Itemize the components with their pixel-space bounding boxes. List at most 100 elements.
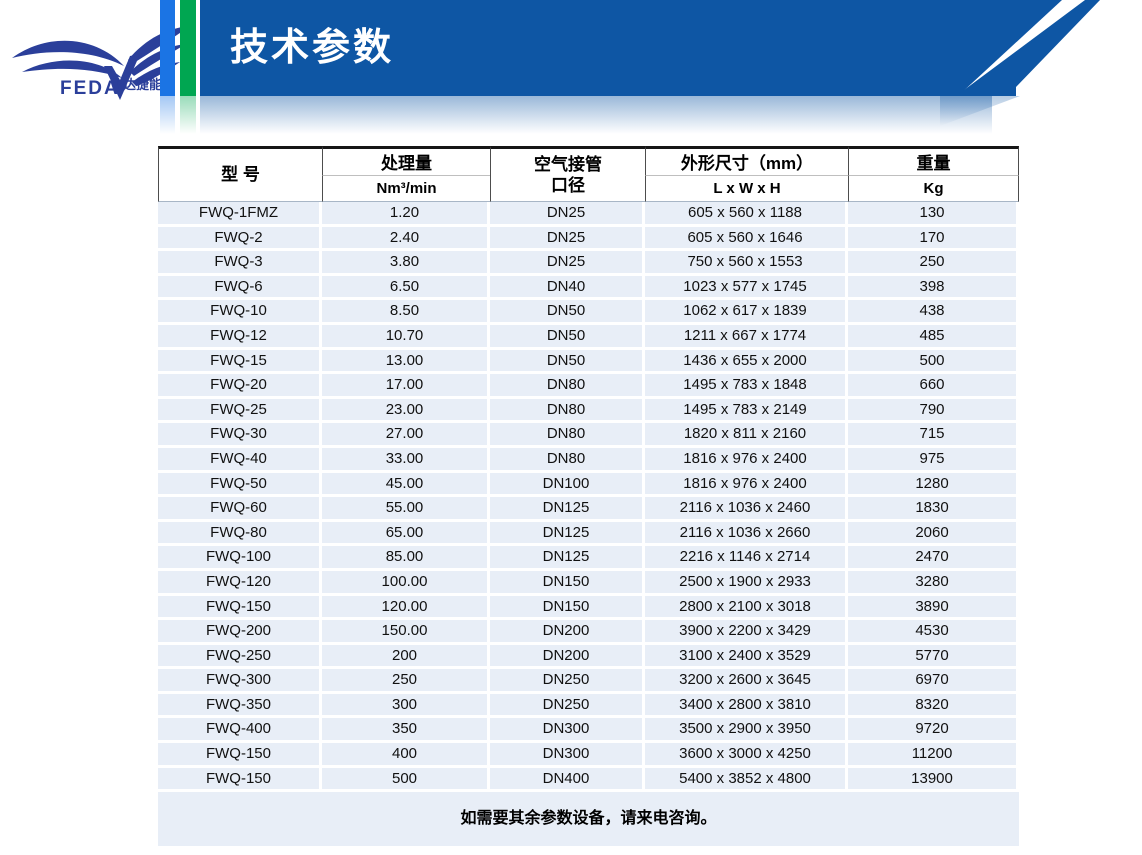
cell-weight: 2470: [848, 546, 1019, 571]
table-row: FWQ-120 100.00 DN150 2500 x 1900 x 2933 3280: [158, 570, 1019, 596]
cell-weight: 13900: [848, 767, 1019, 793]
cell-capacity: 1.20: [322, 202, 490, 227]
cell-weight: 9720: [848, 718, 1019, 744]
note-row: 如需要其余参数设备，请来电咨询。: [158, 792, 1019, 847]
cell-pipe: DN200: [490, 620, 645, 645]
cell-capacity: 8.50: [322, 300, 490, 325]
cell-pipe: DN250: [490, 693, 645, 719]
cell-pipe: DN300: [490, 718, 645, 744]
table-row: FWQ-200 150.00 DN200 3900 x 2200 x 3429 4530: [158, 620, 1019, 645]
cell-pipe: DN80: [490, 398, 645, 424]
cell-weight: 8320: [848, 693, 1019, 719]
cell-pipe: DN125: [490, 497, 645, 522]
cell-model: FWQ-80: [158, 521, 322, 547]
cell-weight: 2060: [848, 521, 1019, 547]
table-row: FWQ-50 45.00 DN100 1816 x 976 x 2400 1280: [158, 472, 1019, 498]
cell-dimensions: 2116 x 1036 x 2660: [645, 521, 848, 547]
cell-capacity: 23.00: [322, 398, 490, 424]
cell-weight: 6970: [848, 669, 1019, 694]
cell-capacity: 27.00: [322, 423, 490, 448]
cell-weight: 715: [848, 423, 1019, 448]
cell-dimensions: 1023 x 577 x 1745: [645, 275, 848, 301]
table-row: FWQ-150 120.00 DN150 2800 x 2100 x 3018 3890: [158, 595, 1019, 621]
table-row: FWQ-1FMZ 1.20 DN25 605 x 560 x 1188 130: [158, 202, 1019, 227]
cell-capacity: 500: [322, 767, 490, 793]
cell-dimensions: 1816 x 976 x 2400: [645, 472, 848, 498]
reflection-blue-bar: [160, 96, 175, 134]
cell-weight: 790: [848, 398, 1019, 424]
cell-capacity: 6.50: [322, 275, 490, 301]
cell-capacity: 3.80: [322, 251, 490, 276]
cell-model: FWQ-150: [158, 767, 322, 793]
cell-dimensions: 3900 x 2200 x 3429: [645, 620, 848, 645]
cell-pipe: DN125: [490, 546, 645, 571]
cell-weight: 1830: [848, 497, 1019, 522]
cell-pipe: DN150: [490, 570, 645, 596]
cell-weight: 170: [848, 226, 1019, 252]
cell-capacity: 55.00: [322, 497, 490, 522]
cell-pipe: DN150: [490, 595, 645, 621]
accent-bar-blue: [160, 0, 175, 96]
cell-pipe: DN80: [490, 447, 645, 473]
cell-pipe: DN80: [490, 423, 645, 448]
cell-dimensions: 1211 x 667 x 1774: [645, 324, 848, 350]
brand-name: FEDA: [60, 78, 120, 99]
table-row: FWQ-2 2.40 DN25 605 x 560 x 1646 170: [158, 226, 1019, 252]
cell-model: FWQ-20: [158, 374, 322, 399]
cell-weight: 5770: [848, 644, 1019, 670]
table-row: FWQ-400 350 DN300 3500 x 2900 x 3950 9720: [158, 718, 1019, 744]
cell-capacity: 33.00: [322, 447, 490, 473]
page-title: 技术参数: [230, 27, 395, 69]
cell-pipe: DN400: [490, 767, 645, 793]
table-row: FWQ-12 10.70 DN50 1211 x 667 x 1774 485: [158, 324, 1019, 350]
cell-capacity: 300: [322, 693, 490, 719]
cell-weight: 398: [848, 275, 1019, 301]
cell-model: FWQ-1FMZ: [158, 202, 322, 227]
cell-dimensions: 3100 x 2400 x 3529: [645, 644, 848, 670]
table-row: FWQ-10 8.50 DN50 1062 x 617 x 1839 438: [158, 300, 1019, 325]
cell-weight: 250: [848, 251, 1019, 276]
spec-table-container: 型 号 处理量 空气接管 口径 外形尺寸（mm） 重量 Nm³/min L x …: [158, 146, 1019, 847]
cell-capacity: 85.00: [322, 546, 490, 571]
cell-capacity: 350: [322, 718, 490, 744]
table-row: FWQ-300 250 DN250 3200 x 2600 x 3645 6970: [158, 669, 1019, 694]
table-row: FWQ-15 13.00 DN50 1436 x 655 x 2000 500: [158, 349, 1019, 375]
table-row: FWQ-40 33.00 DN80 1816 x 976 x 2400 975: [158, 447, 1019, 473]
cell-weight: 3280: [848, 570, 1019, 596]
cell-weight: 11200: [848, 743, 1019, 768]
cell-capacity: 13.00: [322, 349, 490, 375]
cell-model: FWQ-6: [158, 275, 322, 301]
header-row-1: 型 号 处理量 空气接管 口径 外形尺寸（mm） 重量: [158, 146, 1019, 202]
cell-model: FWQ-200: [158, 620, 322, 645]
table-row: FWQ-30 27.00 DN80 1820 x 811 x 2160 715: [158, 423, 1019, 448]
table-row: FWQ-100 85.00 DN125 2216 x 1146 x 2714 2470: [158, 546, 1019, 571]
cell-dimensions: 3600 x 3000 x 4250: [645, 743, 848, 768]
cell-dimensions: 605 x 560 x 1188: [645, 202, 848, 227]
pipe-header-line1: 空气接管: [534, 154, 602, 174]
cell-model: FWQ-10: [158, 300, 322, 325]
title-banner: 技术参数: [200, 0, 1062, 96]
column-unit-dimensions: L x W x H: [645, 175, 848, 202]
cell-model: FWQ-60: [158, 497, 322, 522]
cell-model: FWQ-3: [158, 251, 322, 276]
cell-dimensions: 1816 x 976 x 2400: [645, 447, 848, 473]
cell-weight: 4530: [848, 620, 1019, 645]
cell-pipe: DN50: [490, 300, 645, 325]
table-row: FWQ-20 17.00 DN80 1495 x 783 x 1848 660: [158, 374, 1019, 399]
cell-dimensions: 1436 x 655 x 2000: [645, 349, 848, 375]
cell-weight: 1280: [848, 472, 1019, 498]
brand-logo: FEDA 飞达捷能: [8, 22, 198, 114]
cell-weight: 438: [848, 300, 1019, 325]
column-unit-capacity: Nm³/min: [322, 175, 490, 202]
cell-dimensions: 5400 x 3852 x 4800: [645, 767, 848, 793]
cell-pipe: DN25: [490, 251, 645, 276]
table-row: FWQ-60 55.00 DN125 2116 x 1036 x 2460 1830: [158, 497, 1019, 522]
column-header-dimensions: 外形尺寸（mm）: [645, 146, 848, 176]
table-row: FWQ-80 65.00 DN125 2116 x 1036 x 2660 2060: [158, 521, 1019, 547]
cell-weight: 500: [848, 349, 1019, 375]
cell-weight: 3890: [848, 595, 1019, 621]
cell-model: FWQ-350: [158, 693, 322, 719]
cell-weight: 130: [848, 202, 1019, 227]
cell-weight: 975: [848, 447, 1019, 473]
cell-dimensions: 750 x 560 x 1553: [645, 251, 848, 276]
